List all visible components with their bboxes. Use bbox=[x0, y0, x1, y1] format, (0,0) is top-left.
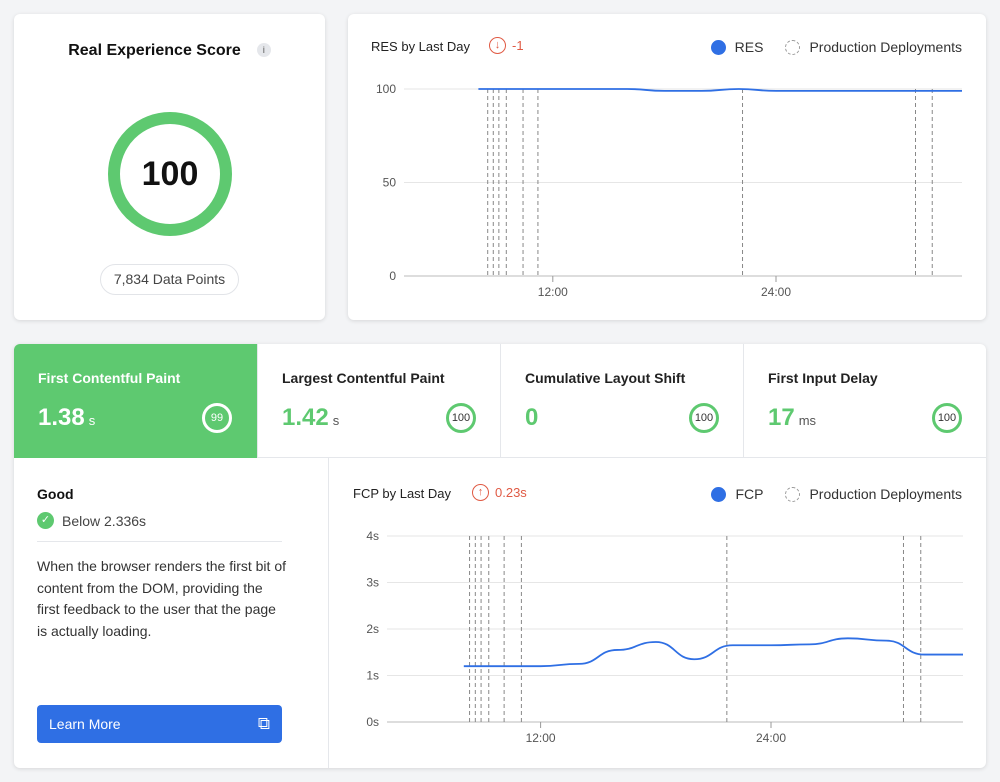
metric-value: 0 bbox=[525, 404, 539, 431]
res-y-tick-label: 100 bbox=[376, 82, 396, 96]
fcp-legend: FCP Production Deployments bbox=[711, 486, 962, 502]
check-circle-icon: ✓ bbox=[37, 512, 54, 529]
metric-value: 1.38 bbox=[38, 404, 85, 431]
tab-largest-contentful-paint[interactable]: Largest Contentful Paint 1.42 s 100 bbox=[257, 344, 500, 458]
fcp-y-tick-label: 1s bbox=[366, 669, 379, 683]
metric-unit: ms bbox=[798, 413, 817, 428]
fcp-legend-series[interactable]: FCP bbox=[735, 486, 764, 502]
tab-value: 17 ms bbox=[768, 404, 816, 432]
tab-label: Cumulative Layout Shift bbox=[525, 370, 686, 386]
threshold-text: Below 2.336s bbox=[62, 512, 147, 529]
fcp-y-tick-label: 3s bbox=[366, 576, 379, 590]
series-dot-icon bbox=[710, 39, 726, 55]
metric-description: When the browser renders the first bit o… bbox=[37, 558, 286, 639]
data-points-badge: 7,834 Data Points bbox=[100, 264, 239, 295]
metric-detail-panel: Good ✓ Below 2.336s When the browser ren… bbox=[14, 458, 329, 768]
score-title: Real Experience Score bbox=[68, 42, 241, 59]
tab-value: 1.38 s bbox=[38, 404, 95, 432]
metric-value: 17 bbox=[768, 404, 795, 431]
learn-more-button[interactable]: Learn More ⧉ bbox=[37, 705, 282, 743]
res-y-tick-label: 0 bbox=[389, 269, 396, 283]
fcp-x-tick-label: 12:00 bbox=[526, 731, 556, 745]
res-chart-title: RES by Last Day bbox=[371, 39, 470, 54]
threshold-row: ✓ Below 2.336s bbox=[37, 512, 146, 529]
res-x-tick-label: 12:00 bbox=[538, 285, 568, 299]
metric-unit: s bbox=[332, 413, 340, 428]
info-icon[interactable]: i bbox=[256, 43, 271, 57]
metric-unit: s bbox=[88, 413, 96, 428]
score-ring: 100 bbox=[108, 112, 232, 236]
deployment-ring-icon bbox=[785, 486, 801, 502]
res-legend-deployments[interactable]: Production Deployments bbox=[809, 39, 962, 55]
fcp-y-tick-label: 2s bbox=[366, 622, 379, 636]
res-chart-card: RES by Last Day ↓ -1 RES Production Depl… bbox=[348, 14, 986, 320]
res-delta: ↓ -1 bbox=[489, 37, 524, 54]
tab-label: First Input Delay bbox=[768, 370, 878, 386]
fcp-chart-title: FCP by Last Day bbox=[353, 486, 452, 501]
res-legend-series[interactable]: RES bbox=[734, 39, 764, 55]
tab-label: First Contentful Paint bbox=[38, 370, 181, 386]
tab-label: Largest Contentful Paint bbox=[282, 370, 445, 386]
tab-score-ring: 100 bbox=[932, 403, 962, 433]
res-legend: RES Production Deployments bbox=[710, 39, 962, 55]
tab-score-ring: 99 bbox=[202, 403, 232, 433]
fcp-delta-value: 0.23s bbox=[495, 485, 527, 500]
divider bbox=[37, 541, 282, 542]
tab-score-ring: 100 bbox=[446, 403, 476, 433]
tab-value: 1.42 s bbox=[282, 404, 339, 432]
fcp-series-line bbox=[463, 637, 963, 668]
deployment-ring-icon bbox=[785, 39, 801, 55]
res-series-line bbox=[478, 88, 962, 92]
fcp-x-tick-label: 24:00 bbox=[756, 731, 786, 745]
score-card: Real Experience Score i 100 7,834 Data Po… bbox=[14, 14, 325, 320]
score-value: 100 bbox=[141, 154, 199, 193]
arrow-up-circle-icon: ↑ bbox=[472, 484, 489, 501]
tab-first-contentful-paint[interactable]: First Contentful Paint 1.38 s 99 bbox=[14, 344, 257, 458]
arrow-down-circle-icon: ↓ bbox=[489, 37, 506, 54]
tab-first-input-delay[interactable]: First Input Delay 17 ms 100 bbox=[743, 344, 986, 458]
status-title: Good bbox=[37, 486, 74, 502]
res-y-tick-label: 50 bbox=[383, 176, 397, 190]
fcp-y-tick-label: 0s bbox=[366, 715, 379, 729]
res-delta-value: -1 bbox=[512, 38, 524, 53]
fcp-delta: ↑ 0.23s bbox=[472, 484, 527, 501]
fcp-line-chart: 0s 1s 2s 3s 4s 12:00 24:00 bbox=[366, 529, 963, 745]
res-line-chart: 0 50 100 12:00 24:00 bbox=[376, 82, 962, 299]
tab-score-ring: 100 bbox=[689, 403, 719, 433]
metrics-card: First Contentful Paint 1.38 s 99 Largest … bbox=[14, 344, 986, 768]
external-link-icon: ⧉ bbox=[257, 714, 270, 733]
series-dot-icon bbox=[711, 486, 727, 502]
metric-value: 1.42 bbox=[282, 404, 329, 431]
tab-cumulative-layout-shift[interactable]: Cumulative Layout Shift 0 100 bbox=[500, 344, 743, 458]
score-title-row: Real Experience Score i bbox=[14, 42, 325, 60]
tab-value: 0 bbox=[525, 404, 542, 432]
fcp-legend-deployments[interactable]: Production Deployments bbox=[809, 486, 962, 502]
res-x-tick-label: 24:00 bbox=[761, 285, 791, 299]
learn-more-label: Learn More bbox=[49, 716, 121, 732]
fcp-y-tick-label: 4s bbox=[366, 529, 379, 543]
